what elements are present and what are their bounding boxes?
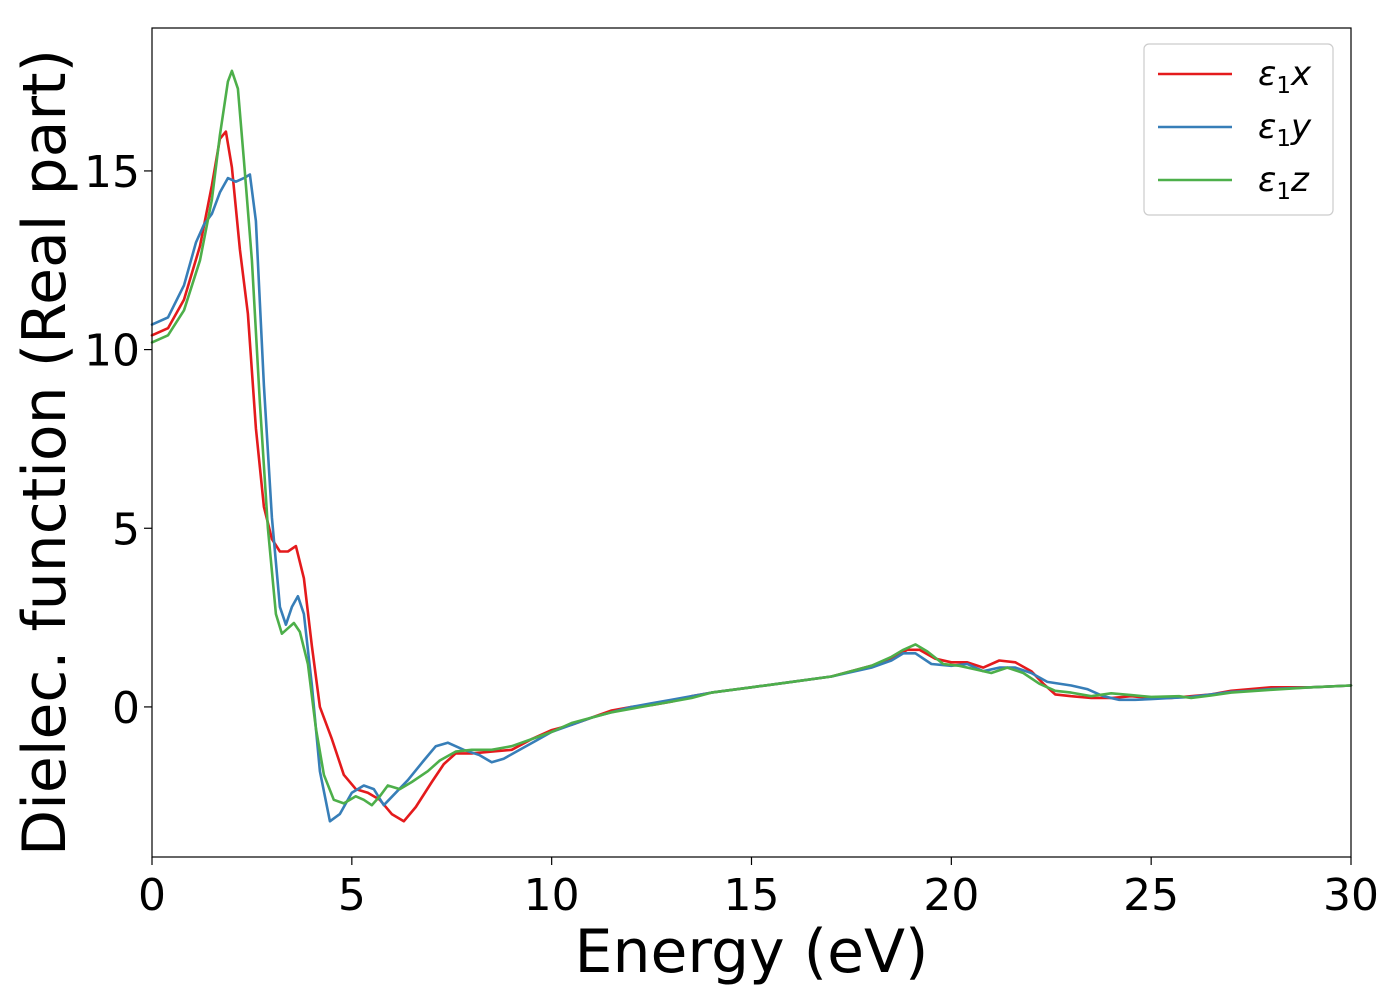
y-axis-ticks: 0 5 10 15 [84, 147, 152, 734]
y-axis-title: Dielec. function (Real part) [10, 49, 80, 856]
series-line-z [150, 69, 1353, 807]
x-tick-label: 25 [1123, 870, 1179, 921]
y-tick-label: 10 [84, 326, 140, 377]
series-line-y [150, 173, 1353, 823]
legend-label-x: ε1x [1258, 54, 1312, 99]
legend: ε1x ε1y ε1z [1143, 43, 1334, 216]
x-axis-ticks: 0 5 10 15 20 25 30 [138, 857, 1379, 921]
legend-box [1143, 43, 1334, 216]
plot-lines [150, 69, 1353, 823]
x-tick-label: 30 [1323, 870, 1379, 921]
legend-label-y: ε1y [1258, 107, 1312, 152]
y-tick-label: 15 [84, 147, 140, 198]
y-tick-label: 5 [112, 504, 140, 555]
x-tick-label: 15 [724, 870, 780, 921]
x-tick-label: 10 [524, 870, 580, 921]
x-tick-label: 5 [338, 870, 366, 921]
x-tick-label: 0 [138, 870, 166, 921]
x-axis-title: Energy (eV) [575, 917, 929, 987]
legend-label-z: ε1z [1258, 160, 1310, 205]
series-line-x [150, 130, 1353, 823]
y-tick-label: 0 [112, 683, 140, 734]
x-tick-label: 20 [923, 870, 979, 921]
